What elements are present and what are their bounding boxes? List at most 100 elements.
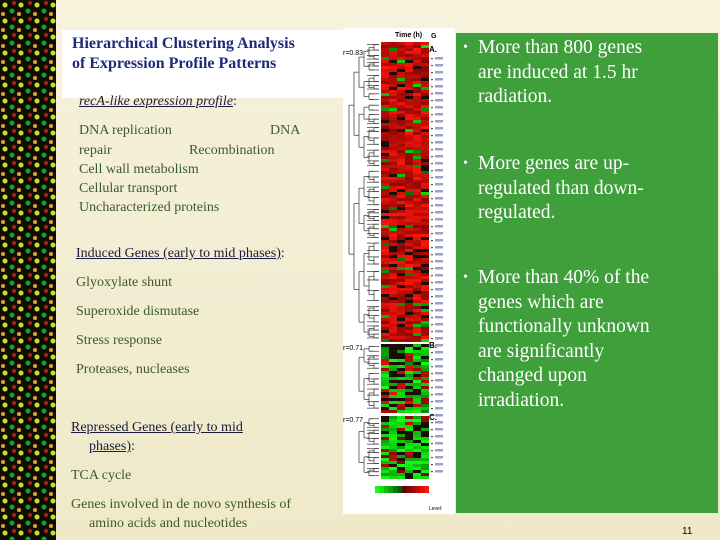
legend-swatch	[397, 486, 402, 493]
heatmap-cell	[413, 180, 421, 183]
heatmap-cell	[405, 294, 413, 297]
heatmap-cell	[413, 297, 421, 300]
heatmap-cell	[413, 476, 421, 479]
heatmap-cell	[413, 84, 421, 87]
heatmap-cell	[421, 264, 429, 267]
gene-label-text-mark	[435, 456, 443, 459]
heatmap-cell	[381, 186, 389, 189]
heatmap-cell	[397, 204, 405, 207]
heatmap-cell	[389, 150, 397, 153]
heatmap-cell	[381, 201, 389, 204]
heatmap-cell	[381, 362, 389, 365]
heatmap-cell	[381, 339, 389, 342]
bullet-line: functionally unknown	[478, 316, 650, 337]
heatmap-cell	[389, 231, 397, 234]
heatmap-cell	[397, 183, 405, 186]
heatmap-cell	[421, 96, 429, 99]
heatmap-cell	[397, 452, 405, 455]
gene-label-mark	[431, 289, 433, 291]
gene-label-text-mark	[435, 365, 443, 368]
heatmap-cell	[421, 440, 429, 443]
heatmap-cell	[397, 75, 405, 78]
heatmap-cell	[397, 84, 405, 87]
heatmap-cell	[389, 156, 397, 159]
heatmap-cell	[421, 276, 429, 279]
heatmap-cell	[413, 246, 421, 249]
bullet-line: are induced at 1.5 hr	[478, 61, 638, 83]
heatmap-cell	[421, 294, 429, 297]
heatmap-cell	[405, 365, 413, 368]
heatmap-cell	[413, 330, 421, 333]
heatmap-cell	[381, 45, 389, 48]
heatmap-cell	[381, 377, 389, 380]
heatmap-cell	[397, 198, 405, 201]
gene-label-mark	[431, 149, 433, 151]
heatmap-cell	[397, 353, 405, 356]
heatmap-cell	[397, 431, 405, 434]
heatmap-cell	[397, 324, 405, 327]
heatmap-cell	[405, 383, 413, 386]
heatmap-cell	[397, 294, 405, 297]
gene-label-mark	[431, 191, 433, 193]
gene-label-mark	[431, 219, 433, 221]
heatmap-cell	[381, 120, 389, 123]
heatmap-cell	[421, 285, 429, 288]
heatmap-cell	[405, 120, 413, 123]
heatmap-cell	[397, 114, 405, 117]
gene-label-text-mark	[435, 302, 443, 305]
heatmap-cell	[397, 371, 405, 374]
slide-title-line1: Hierarchical Clustering Analysis	[72, 35, 295, 52]
gene-label-text-mark	[435, 204, 443, 207]
heatmap-cell	[413, 177, 421, 180]
bullet-line: genes which are	[478, 291, 604, 313]
heatmap-cell	[413, 258, 421, 261]
heatmap-cell	[389, 132, 397, 135]
heatmap-cell	[397, 374, 405, 377]
heatmap-cell	[413, 114, 421, 117]
heatmap-cell	[421, 333, 429, 336]
heatmap-cell	[397, 120, 405, 123]
heatmap-cell	[381, 267, 389, 270]
heatmap-cell	[397, 60, 405, 63]
heatmap-cell	[405, 392, 413, 395]
heatmap-cell	[381, 344, 389, 347]
heatmap-cell	[413, 78, 421, 81]
heatmap-cell	[397, 356, 405, 359]
heatmap-cell	[389, 356, 397, 359]
heatmap-cell	[381, 374, 389, 377]
heatmap-cell	[413, 174, 421, 177]
heatmap-cell	[413, 120, 421, 123]
gene-label-text-mark	[435, 309, 443, 312]
heatmap-cell	[397, 228, 405, 231]
reca-item: DNA replication	[79, 123, 172, 138]
heatmap-cell	[413, 255, 421, 258]
heatmap-cell	[413, 192, 421, 195]
heatmap-cell	[381, 404, 389, 407]
heatmap-cell	[405, 416, 413, 419]
heatmap-cell	[413, 141, 421, 144]
gene-label-mark	[431, 303, 433, 305]
heatmap-cell	[421, 171, 429, 174]
heatmap-cell	[381, 183, 389, 186]
heatmap-cell	[421, 126, 429, 129]
gene-label-mark	[431, 240, 433, 242]
gene-label-mark	[431, 128, 433, 130]
heatmap-cell	[413, 410, 421, 413]
heatmap-cell	[381, 333, 389, 336]
heatmap-cell	[381, 359, 389, 362]
heatmap-cell	[413, 446, 421, 449]
heatmap-cell	[397, 276, 405, 279]
heatmap-cell	[381, 180, 389, 183]
heatmap-cell	[389, 291, 397, 294]
heatmap-cell	[381, 147, 389, 150]
gene-label-text-mark	[435, 288, 443, 291]
bullet-line: are significantly	[478, 340, 605, 362]
heatmap-cell	[413, 261, 421, 264]
heatmap-cell	[389, 159, 397, 162]
heatmap-cell	[421, 291, 429, 294]
heatmap-cell	[381, 386, 389, 389]
dendrogram	[348, 44, 379, 477]
heatmap-cell	[413, 213, 421, 216]
gene-label-text-mark	[435, 197, 443, 200]
gene-label-mark	[431, 359, 433, 361]
